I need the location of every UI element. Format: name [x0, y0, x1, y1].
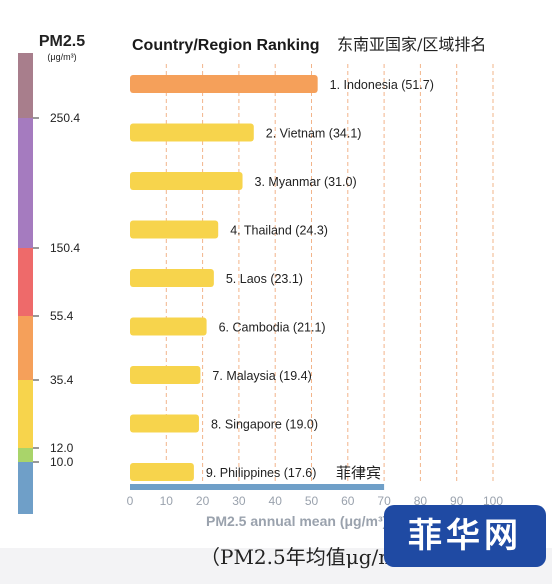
legend-band: [18, 53, 33, 118]
x-axis-line: [130, 484, 385, 490]
legend-tick-label: 55.4: [50, 309, 74, 323]
x-tick-label: 50: [305, 494, 319, 508]
chart-caption-cn: （PM2.5年均值μg/m: [200, 545, 398, 569]
legend-tick-label: 35.4: [50, 373, 74, 387]
legend-band: [18, 316, 33, 380]
legend-band: [18, 248, 33, 316]
x-tick-label: 40: [269, 494, 283, 508]
x-tick-label: 90: [450, 494, 464, 508]
bar: [130, 123, 254, 142]
watermark-logo: 菲华网: [384, 505, 546, 567]
bar-label: 7. Malaysia (19.4): [212, 369, 311, 383]
legend-color-scale: [18, 53, 33, 514]
bar-label: 6. Cambodia (21.1): [219, 321, 326, 335]
legend-title: PM2.5: [39, 33, 85, 50]
x-tick-labels: 0 10 20 30 40 50 60 70 80 90 100: [127, 494, 504, 508]
chart-title: Country/Region Ranking: [132, 37, 320, 54]
legend-tick-label: 250.4: [50, 111, 80, 125]
legend-tick-label: 12.0: [50, 441, 74, 455]
bar-label: 5. Laos (23.1): [226, 272, 303, 286]
x-axis-label: PM2.5 annual mean (μg/m³): [206, 513, 387, 529]
bar: [130, 172, 243, 190]
legend-band: [18, 380, 33, 448]
legend-unit: (μg/m³): [47, 52, 76, 62]
annotation-philippines-cn: 菲律宾: [336, 464, 381, 482]
bar-label: 8. Singapore (19.0): [211, 418, 318, 432]
x-tick-label: 10: [160, 494, 174, 508]
x-tick-label: 60: [341, 494, 355, 508]
chart-subtitle-cn: 东南亚国家/区域排名: [337, 35, 486, 54]
bar-label: 3. Myanmar (31.0): [255, 175, 357, 189]
legend-tick-label: 150.4: [50, 241, 80, 255]
bar-label: 1. Indonesia (51.7): [330, 78, 434, 92]
x-tick-label: 70: [377, 494, 391, 508]
x-tick-label: 100: [483, 494, 503, 508]
bar: [130, 220, 219, 239]
bar-label: 2. Vietnam (34.1): [266, 127, 362, 141]
bar: [130, 75, 318, 93]
bars: 1. Indonesia (51.7) 2. Vietnam (34.1) 3. M…: [130, 75, 434, 481]
watermark-text: 菲华网: [408, 516, 522, 556]
legend-band: [18, 448, 33, 462]
x-tick-label: 0: [127, 494, 134, 508]
legend-ticks: 10.012.0 35.4 55.4 150.4 250.4: [33, 111, 80, 469]
bar: [130, 317, 207, 336]
x-tick-label: 20: [196, 494, 210, 508]
bar-label: 4. Thailand (24.3): [230, 224, 328, 238]
bar: [130, 463, 194, 481]
x-tick-label: 80: [414, 494, 428, 508]
bar: [130, 366, 201, 384]
bar-label: 9. Philippines (17.6): [206, 466, 316, 480]
x-tick-label: 30: [232, 494, 246, 508]
legend-tick-label: 10.0: [50, 455, 74, 469]
legend-band: [18, 462, 33, 514]
bar: [130, 414, 199, 433]
legend-band: [18, 118, 33, 248]
bar: [130, 269, 214, 287]
